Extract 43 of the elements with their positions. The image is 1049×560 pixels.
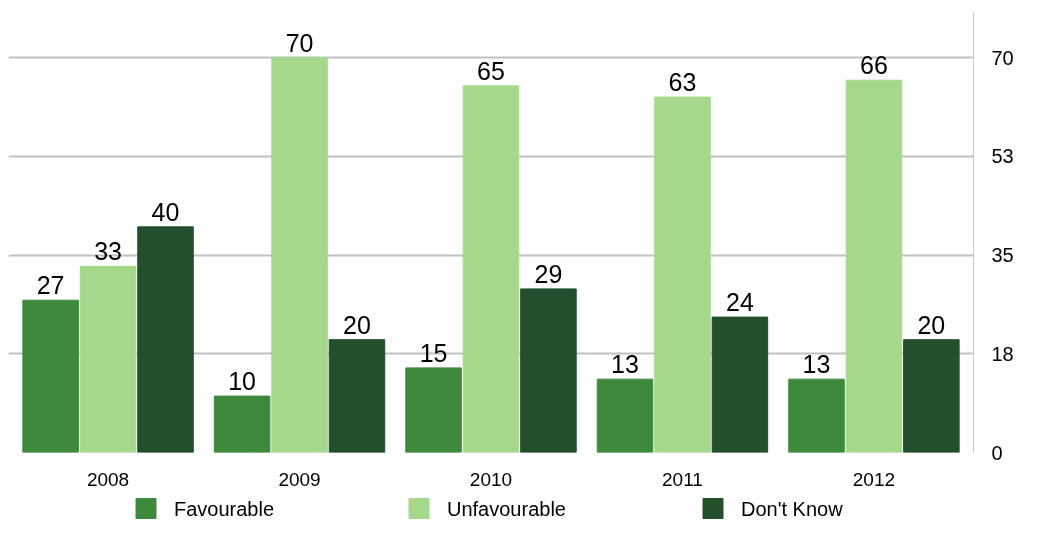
bar — [79, 265, 137, 453]
data-label: 27 — [36, 271, 65, 300]
bar — [462, 85, 520, 453]
data-label: 24 — [726, 288, 754, 317]
data-label: 66 — [860, 51, 888, 80]
bar — [405, 367, 462, 453]
legend-label: Don't Know — [741, 497, 844, 520]
bar — [137, 226, 194, 453]
legend-label: Favourable — [174, 497, 275, 520]
bar — [213, 395, 271, 453]
bar — [654, 96, 711, 453]
y-tick-label: 53 — [991, 145, 1014, 168]
bar — [22, 299, 79, 453]
data-label: 70 — [285, 28, 314, 57]
bar — [328, 339, 386, 453]
data-label: 29 — [534, 259, 563, 288]
data-label: 13 — [611, 350, 639, 379]
data-label: 13 — [802, 350, 831, 379]
data-label: 20 — [343, 310, 371, 339]
data-label: 33 — [94, 237, 122, 266]
bar — [520, 288, 577, 453]
data-label: 40 — [151, 197, 180, 226]
bar — [903, 339, 960, 453]
x-tick-label: 2008 — [86, 468, 130, 490]
data-label: 65 — [477, 56, 505, 85]
bar — [788, 378, 845, 453]
x-tick-label: 2009 — [278, 468, 321, 490]
x-tick-label: 2010 — [469, 468, 513, 490]
bar — [845, 79, 903, 453]
x-tick-label: 2012 — [852, 468, 896, 490]
bar — [271, 57, 328, 453]
data-label: 15 — [419, 338, 448, 367]
data-label: 20 — [917, 310, 946, 339]
legend-label: Unfavourable — [447, 497, 566, 520]
bar — [596, 378, 654, 453]
y-tick-label: 0 — [991, 441, 1003, 464]
x-tick-label: 2011 — [662, 468, 703, 490]
bar — [711, 316, 769, 453]
data-label: 10 — [228, 367, 256, 396]
y-tick-label: 18 — [991, 342, 1014, 365]
y-tick-label: 70 — [991, 46, 1014, 69]
y-tick-label: 35 — [991, 244, 1014, 267]
data-label: 63 — [668, 68, 697, 97]
